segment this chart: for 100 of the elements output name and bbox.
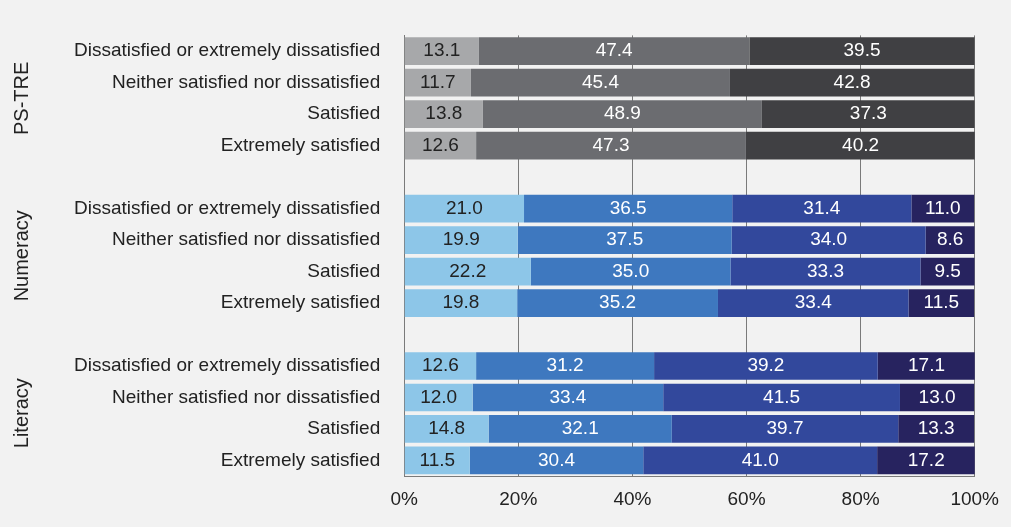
bar <box>404 257 531 286</box>
bar <box>472 383 664 412</box>
data-label: 33.4 <box>549 385 587 407</box>
bar <box>517 226 732 254</box>
bar <box>717 289 909 317</box>
y-tick-label: Neither satisfied nor dissatisfied <box>111 70 381 92</box>
data-label: 12.6 <box>421 354 459 376</box>
data-label: 32.1 <box>561 417 599 439</box>
data-label: 39.5 <box>843 39 881 61</box>
data-label: 31.4 <box>803 196 841 218</box>
data-label: 36.5 <box>609 196 647 218</box>
bar <box>404 289 518 317</box>
x-tick-label: 60% <box>727 487 766 509</box>
x-tick-label: 40% <box>613 487 652 509</box>
data-label: 12.0 <box>420 385 458 407</box>
bar <box>476 131 746 160</box>
y-tick-label: Extremely satisfied <box>220 291 381 313</box>
bar <box>478 37 750 65</box>
data-label: 39.7 <box>766 417 804 439</box>
bar <box>671 415 899 443</box>
data-label: 41.0 <box>741 448 779 470</box>
bar <box>404 100 483 128</box>
bar <box>761 100 975 128</box>
data-label: 47.4 <box>595 39 634 61</box>
data-label: 40.2 <box>842 133 880 155</box>
y-tick-label: Extremely satisfied <box>220 448 381 470</box>
bar <box>749 37 975 65</box>
data-label: 19.8 <box>442 291 480 313</box>
bar <box>404 37 479 65</box>
bar <box>877 352 975 380</box>
data-label: 14.8 <box>428 417 466 439</box>
data-label: 47.3 <box>592 133 630 155</box>
y-tick-label: Neither satisfied nor dissatisfied <box>111 385 381 407</box>
data-label: 35.2 <box>599 291 637 313</box>
bar <box>404 352 477 380</box>
data-label: 13.3 <box>917 417 955 439</box>
data-label: 19.9 <box>442 228 480 250</box>
data-label: 13.8 <box>425 102 463 124</box>
x-tick-label: 0% <box>390 487 419 509</box>
data-label: 12.6 <box>421 133 459 155</box>
data-label: 33.4 <box>794 291 833 313</box>
y-tick-label: Satisfied <box>307 259 381 281</box>
data-label: 9.5 <box>934 259 961 281</box>
data-label: 39.2 <box>747 354 785 376</box>
data-label: 42.8 <box>833 70 871 92</box>
data-label: 48.9 <box>603 102 641 124</box>
data-label: 17.1 <box>908 354 945 376</box>
data-label: 41.5 <box>763 385 801 407</box>
data-label: 11.5 <box>923 291 960 313</box>
data-label: 11.5 <box>419 448 456 470</box>
x-tick-label: 100% <box>950 487 1000 509</box>
bar <box>745 131 975 160</box>
bar <box>732 194 912 223</box>
y-tick-label: Neither satisfied nor dissatisfied <box>111 228 381 250</box>
data-label: 31.2 <box>546 354 584 376</box>
bar <box>898 415 975 443</box>
y-tick-label: Satisfied <box>307 417 381 439</box>
data-label: 8.6 <box>936 228 964 250</box>
data-label: 35.0 <box>612 259 650 281</box>
data-label: 30.4 <box>538 448 576 470</box>
data-label: 37.3 <box>849 102 887 124</box>
data-label: 34.0 <box>810 228 848 250</box>
y-tick-label: Dissatisfied or extremely dissatisfied <box>74 196 381 218</box>
bar <box>404 226 518 254</box>
data-label: 11.0 <box>924 196 961 218</box>
bar <box>524 194 733 223</box>
data-label: 22.2 <box>449 259 487 281</box>
data-label: 45.4 <box>581 70 620 92</box>
text: Numeracy <box>9 210 32 302</box>
y-tick-label: Dissatisfied or extremely dissatisfied <box>74 354 381 376</box>
data-label: 21.0 <box>445 196 483 218</box>
bar <box>663 383 900 412</box>
text: PS-TRE <box>9 61 32 136</box>
bar <box>517 289 718 317</box>
y-tick-label: Extremely satisfied <box>220 133 381 155</box>
data-label: 33.3 <box>807 259 845 281</box>
bar <box>469 446 644 475</box>
data-label: 17.2 <box>907 448 945 470</box>
x-tick-label: 20% <box>499 487 538 509</box>
bar <box>488 415 672 443</box>
bar <box>731 226 926 254</box>
data-label: 11.7 <box>420 70 456 92</box>
bar <box>877 446 975 475</box>
bar <box>643 446 878 475</box>
x-tick-label: 80% <box>841 487 880 509</box>
y-tick-label: Satisfied <box>307 102 381 124</box>
bar <box>476 352 655 380</box>
bar <box>729 68 975 97</box>
bar <box>404 194 525 223</box>
data-label: 13.1 <box>423 39 461 61</box>
data-label: 13.0 <box>918 385 956 407</box>
bar <box>654 352 878 380</box>
bar <box>482 100 762 128</box>
bar <box>530 257 731 286</box>
text: Literacy <box>9 378 32 449</box>
bar <box>470 68 730 97</box>
data-label: 37.5 <box>606 228 644 250</box>
y-tick-label: Dissatisfied or extremely dissatisfied <box>74 39 381 61</box>
bar <box>730 257 921 286</box>
bar <box>404 415 489 443</box>
